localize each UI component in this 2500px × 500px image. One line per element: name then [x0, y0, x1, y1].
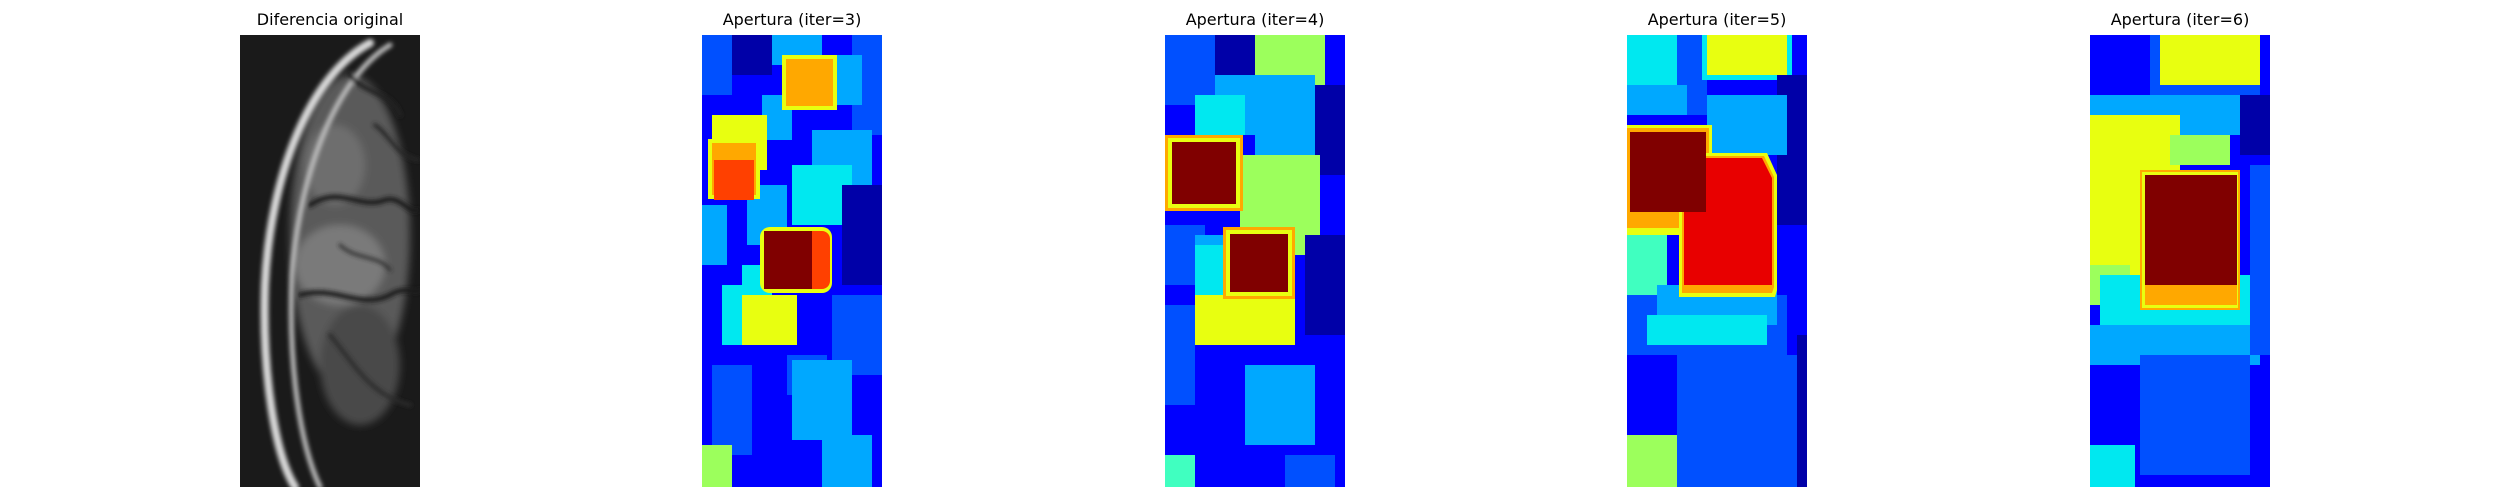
- panel-original: Diferencia original: [240, 0, 420, 500]
- panel-title: Apertura (iter=3): [722, 10, 862, 29]
- panel-title: Apertura (iter=4): [1185, 10, 1325, 29]
- panel-iter-4: Apertura (iter=4): [1165, 0, 1345, 500]
- opening-iter-5-image: [1627, 35, 1807, 487]
- opening-iter-3-image: [702, 35, 882, 487]
- original-grayscale-image: [240, 35, 420, 487]
- panel-title: Diferencia original: [256, 10, 404, 29]
- panel-title: Apertura (iter=6): [2110, 10, 2250, 29]
- panel-iter-6: Apertura (iter=6): [2090, 0, 2270, 500]
- panel-iter-5: Apertura (iter=5): [1627, 0, 1807, 500]
- panel-title: Apertura (iter=5): [1647, 10, 1787, 29]
- panel-iter-3: Apertura (iter=3): [702, 0, 882, 500]
- opening-iter-4-image: [1165, 35, 1345, 487]
- opening-iter-6-image: [2090, 35, 2270, 487]
